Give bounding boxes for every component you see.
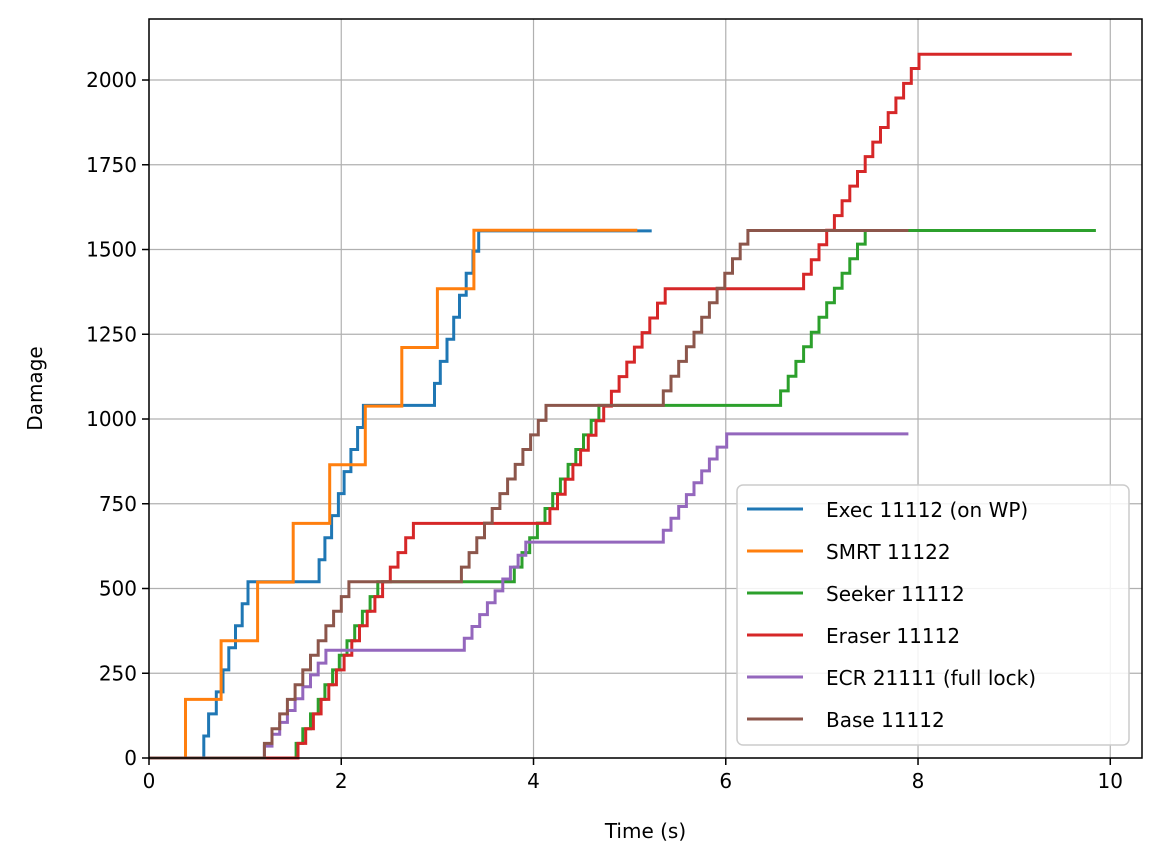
y-tick-label: 1250 xyxy=(86,322,137,346)
series-line-1 xyxy=(149,229,652,760)
y-tick-label: 1000 xyxy=(86,407,137,431)
legend-entry-label: Exec 11112 (on WP) xyxy=(826,498,1028,522)
x-tick-label: 8 xyxy=(912,769,925,793)
axis-ticks: 0 2 4 6 8 10 0 250 500 750 1000 1250 1500 1750 2000 xyxy=(86,68,1123,793)
x-tick-label: 10 xyxy=(1098,769,1123,793)
x-tick-label: 4 xyxy=(527,769,540,793)
grid-lines xyxy=(148,19,1142,759)
legend-entry-label: ECR 21111 (full lock) xyxy=(826,666,1036,690)
x-tick-label: 6 xyxy=(719,769,732,793)
y-tick-label: 1500 xyxy=(86,238,137,262)
series-line-2 xyxy=(149,228,638,760)
axes-frame xyxy=(148,18,1143,759)
x-tick-label: 0 xyxy=(143,769,156,793)
legend-box xyxy=(736,484,1130,746)
y-tick-label: 1750 xyxy=(86,153,137,177)
y-tick-label: 750 xyxy=(99,492,137,516)
series-line-6 xyxy=(149,229,909,760)
y-axis-label: Damage xyxy=(23,346,47,430)
y-tick-label: 250 xyxy=(99,661,137,685)
legend-entry-label: Eraser 11112 xyxy=(826,624,960,648)
x-tick-label: 2 xyxy=(335,769,348,793)
legend: Exec 11112 (on WP) SMRT 11122 Seeker 11112… xyxy=(736,484,1130,746)
series-lines xyxy=(149,52,1096,760)
legend-entry-label: Seeker 11112 xyxy=(826,582,965,606)
legend-entry-label: SMRT 11122 xyxy=(826,540,951,564)
y-tick-label: 2000 xyxy=(86,68,137,92)
y-tick-label: 500 xyxy=(99,577,137,601)
legend-entry-label: Base 11112 xyxy=(826,708,945,732)
y-tick-label: 0 xyxy=(124,746,137,770)
series-line-5 xyxy=(149,432,909,760)
x-axis-label: Time (s) xyxy=(604,819,686,843)
